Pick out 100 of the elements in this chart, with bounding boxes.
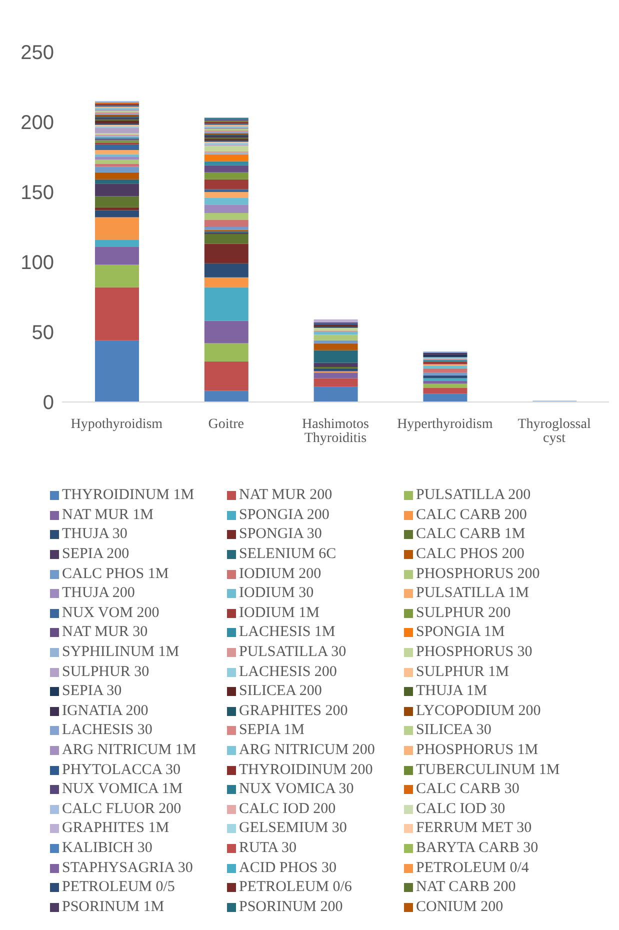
bar bbox=[423, 384, 468, 388]
bar bbox=[423, 381, 468, 384]
legend-label: CALC CARB 200 bbox=[416, 506, 527, 524]
bar bbox=[204, 263, 248, 278]
bar bbox=[204, 172, 248, 180]
bar bbox=[204, 198, 248, 205]
bar bbox=[204, 204, 248, 213]
bar bbox=[95, 140, 139, 143]
legend-label: SILICEA 200 bbox=[239, 683, 322, 700]
legend-label: NUX VOM 200 bbox=[62, 604, 160, 622]
bar bbox=[204, 320, 248, 344]
legend-label: GRAPHITES 1M bbox=[62, 820, 170, 838]
bar bbox=[314, 362, 358, 367]
bar bbox=[204, 146, 248, 152]
bar bbox=[314, 372, 358, 378]
bar bbox=[95, 166, 139, 172]
bar bbox=[204, 165, 248, 172]
legend-label: CALC PHOS 1M bbox=[62, 566, 169, 583]
bar bbox=[95, 157, 139, 160]
x-tick-label: Hyperthyroidism bbox=[397, 416, 493, 432]
y-tick-label: 250 bbox=[20, 42, 54, 64]
bar bbox=[204, 161, 248, 166]
legend-label: PHOSPHORUS 30 bbox=[416, 644, 532, 662]
y-tick-label: 100 bbox=[20, 252, 54, 274]
bar bbox=[204, 192, 248, 198]
legend-label: PETROLEUM 0/6 bbox=[239, 879, 352, 896]
bar bbox=[204, 343, 248, 362]
bar bbox=[314, 386, 358, 402]
bar bbox=[204, 189, 248, 192]
bar bbox=[95, 264, 139, 288]
legend-label: IODIUM 200 bbox=[239, 566, 322, 583]
bar bbox=[204, 287, 248, 321]
bar bbox=[95, 196, 139, 208]
x-tick-label: Thyroglossal cyst bbox=[518, 416, 591, 446]
legend-label: PULSATILLA 30 bbox=[239, 644, 346, 662]
bar bbox=[95, 210, 139, 218]
legend-label: LACHESIS 1M bbox=[239, 624, 336, 642]
bar bbox=[95, 240, 139, 247]
legend-label: LACHESIS 30 bbox=[62, 722, 152, 740]
bar bbox=[204, 154, 248, 162]
bar bbox=[95, 217, 139, 240]
bar bbox=[95, 144, 139, 150]
y-tick-label: 150 bbox=[20, 182, 54, 204]
legend-label: CALC CARB 1M bbox=[416, 526, 526, 544]
legend-label: PHOSPHORUS 1M bbox=[416, 742, 538, 760]
legend-label: PETROLEUM 0/4 bbox=[416, 860, 529, 877]
bar bbox=[423, 372, 468, 376]
legend-label: PSORINUM 200 bbox=[239, 898, 343, 916]
bar bbox=[314, 334, 358, 340]
legend-label: ACID PHOS 30 bbox=[239, 860, 337, 877]
legend-label: SPONGIA 30 bbox=[239, 526, 322, 544]
legend-label: ARG NITRICUM 200 bbox=[239, 742, 375, 760]
bar bbox=[204, 277, 248, 288]
bar bbox=[423, 378, 468, 381]
legend-label: BARYTA CARB 30 bbox=[416, 840, 538, 857]
bar bbox=[423, 394, 468, 402]
legend-label: NUX VOMICA 1M bbox=[62, 781, 183, 798]
legend-label: SEPIA 30 bbox=[62, 683, 122, 700]
bar bbox=[204, 244, 248, 264]
legend-label: GELSEMIUM 30 bbox=[239, 820, 347, 838]
bar bbox=[95, 150, 139, 154]
bar bbox=[314, 343, 358, 350]
bar bbox=[204, 227, 248, 230]
legend-label: THUJA 1M bbox=[416, 683, 488, 700]
y-tick-label: 50 bbox=[32, 322, 54, 344]
bar bbox=[95, 287, 139, 340]
bar bbox=[95, 164, 139, 167]
bar bbox=[423, 388, 468, 394]
bar bbox=[314, 350, 358, 363]
legend-label: CALC CARB 30 bbox=[416, 781, 520, 798]
bar bbox=[95, 172, 139, 180]
legend-label: SULPHUR 1M bbox=[416, 664, 509, 681]
bar bbox=[204, 361, 248, 391]
legend-label: SELENIUM 6C bbox=[239, 546, 336, 564]
bar bbox=[95, 160, 139, 164]
legend-label: PETROLEUM 0/5 bbox=[62, 879, 175, 896]
bar bbox=[204, 220, 248, 227]
legend-label: SILICEA 30 bbox=[416, 722, 492, 740]
legend-label: ARG NITRICUM 1M bbox=[62, 742, 196, 760]
legend-label: NAT MUR 200 bbox=[239, 487, 332, 504]
bar bbox=[95, 184, 139, 196]
bar bbox=[95, 120, 139, 124]
legend-label: CALC IOD 30 bbox=[416, 800, 506, 818]
legend-label: THUJA 200 bbox=[62, 585, 135, 602]
bar bbox=[95, 154, 139, 157]
bar bbox=[95, 128, 139, 134]
bar bbox=[95, 246, 139, 265]
bar bbox=[95, 340, 139, 402]
bar bbox=[314, 332, 358, 335]
legend-label: SYPHILINUM 1M bbox=[62, 644, 180, 662]
legend-label: TUBERCULINUM 1M bbox=[416, 762, 560, 779]
x-tick-label: Goitre bbox=[208, 416, 244, 432]
legend-label: IODIUM 1M bbox=[239, 604, 320, 622]
legend-label: LYCOPODIUM 200 bbox=[416, 702, 541, 720]
legend-label: SULPHUR 30 bbox=[62, 664, 150, 681]
legend-label: PHYTOLACCA 30 bbox=[62, 762, 180, 779]
legend-label: PSORINUM 1M bbox=[62, 898, 164, 916]
x-tick-label: Hypothyroidism bbox=[70, 416, 163, 432]
legend-label: NAT MUR 30 bbox=[62, 624, 148, 642]
bar bbox=[204, 179, 248, 190]
